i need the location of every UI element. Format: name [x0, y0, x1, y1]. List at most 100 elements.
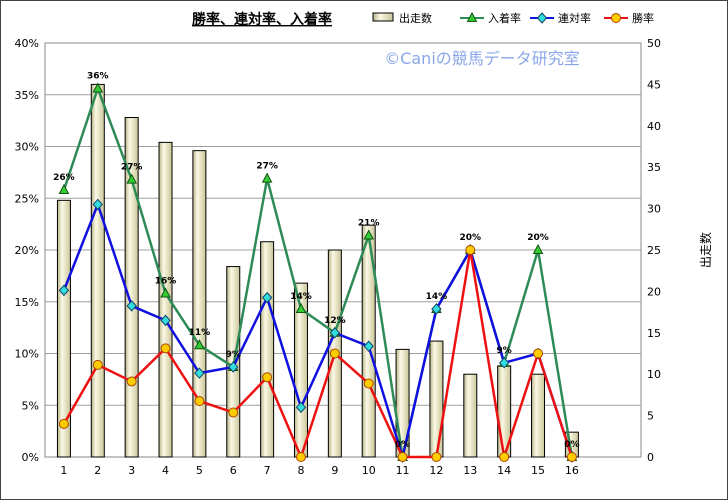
data-label: 27%	[121, 163, 143, 173]
x-tick-label: 10	[362, 464, 376, 477]
y-right-tick-label: 30	[647, 203, 661, 216]
data-label: 14%	[426, 292, 448, 302]
y-left-tick-label: 40%	[15, 37, 39, 50]
diamond-marker	[363, 340, 374, 353]
data-label: 16%	[155, 276, 177, 286]
legend-label: 入着率	[488, 11, 521, 25]
legend-marker	[466, 11, 478, 22]
bar	[531, 373, 546, 458]
y-right-tick-label: 35	[647, 161, 661, 174]
series-line	[62, 249, 574, 461]
y-right-tick-label: 15	[647, 327, 661, 340]
circle-marker	[431, 452, 442, 462]
legend-label: 連対率	[558, 11, 591, 25]
y-left-tick-label: 30%	[15, 141, 39, 154]
diamond-marker	[228, 361, 239, 373]
legend: 出走数 入着率 連対率 勝率	[372, 11, 654, 25]
circle-marker	[262, 372, 273, 383]
diamond-marker	[431, 303, 442, 315]
data-label: 9%	[497, 346, 512, 356]
circle-marker	[533, 348, 544, 359]
x-tick-label: 11	[396, 464, 410, 477]
data-labels: 26% 36% 27% 16% 11% 9% 27% 14% 12% 21% 0% 14% 20% 9% 2…	[53, 72, 579, 450]
circle-marker	[92, 359, 103, 370]
circle-marker	[58, 418, 69, 429]
y-axis-right-title: 出走数	[698, 232, 713, 268]
triangle-marker	[160, 287, 171, 298]
data-label: 36%	[87, 72, 109, 82]
y-left-tick-label: 5%	[22, 399, 39, 412]
y-left-tick-label: 25%	[15, 192, 39, 205]
diamond-marker	[329, 327, 341, 339]
x-tick-label: 5	[196, 464, 203, 477]
diamond-marker	[160, 314, 171, 327]
y-left-tick-label: 20%	[15, 244, 39, 257]
diamond-marker	[92, 198, 103, 211]
legend-label: 勝率	[632, 11, 654, 25]
triangle-marker	[92, 82, 104, 93]
y-right-tick-label: 0	[647, 451, 654, 464]
diamond-marker	[498, 357, 510, 369]
line-series	[62, 84, 574, 462]
x-tick-label: 15	[531, 464, 545, 477]
x-tick-label: 2	[94, 464, 101, 477]
legend-marker	[611, 13, 621, 23]
bar	[56, 199, 71, 458]
axes: 0%5%10%15%20%25%30%35%40%051015202530354…	[15, 37, 661, 477]
data-label: 26%	[53, 173, 75, 183]
data-label: 0%	[395, 440, 410, 450]
data-label: 12%	[324, 316, 346, 326]
x-tick-label: 8	[297, 464, 304, 477]
bar	[90, 83, 105, 458]
bar	[158, 141, 173, 458]
circle-marker	[160, 343, 171, 354]
circle-marker	[566, 452, 577, 462]
x-tick-label: 16	[565, 464, 579, 477]
grid	[45, 94, 641, 406]
bar	[429, 340, 444, 458]
series-line	[62, 200, 574, 462]
triangle-marker	[126, 173, 137, 184]
x-tick-label: 12	[429, 464, 443, 477]
watermark: ©Caniの競馬データ研究室	[384, 49, 580, 68]
triangle-marker	[58, 183, 70, 194]
y-left-tick-label: 15%	[15, 296, 39, 309]
x-tick-label: 1	[60, 464, 67, 477]
x-tick-label: 3	[128, 464, 135, 477]
triangle-marker	[532, 243, 544, 254]
y-left-tick-label: 10%	[15, 348, 39, 361]
data-label: 0%	[564, 440, 579, 450]
x-tick-label: 4	[162, 464, 169, 477]
x-tick-label: 7	[264, 464, 271, 477]
bar	[260, 241, 275, 458]
triangle-marker	[363, 229, 375, 240]
y-right-tick-label: 40	[647, 120, 661, 133]
circle-marker	[397, 452, 408, 462]
data-label: 9%	[226, 350, 241, 360]
circle-marker	[228, 407, 239, 418]
legend-marker	[536, 12, 548, 24]
diamond-marker	[194, 367, 205, 379]
y-right-tick-label: 25	[647, 244, 661, 257]
y-left-tick-label: 35%	[15, 89, 39, 102]
x-tick-label: 13	[463, 464, 477, 477]
data-label: 20%	[527, 233, 549, 243]
y-right-tick-label: 10	[647, 368, 661, 381]
data-label: 20%	[460, 233, 482, 243]
circle-marker	[295, 452, 306, 462]
triangle-marker	[261, 172, 273, 183]
legend-swatch	[372, 12, 394, 22]
y-right-tick-label: 45	[647, 78, 661, 91]
x-tick-label: 14	[497, 464, 511, 477]
x-tick-label: 9	[331, 464, 338, 477]
y-right-tick-label: 5	[647, 410, 654, 423]
x-tick-label: 6	[230, 464, 237, 477]
diamond-marker	[58, 284, 70, 297]
circle-marker	[363, 378, 374, 389]
circle-marker	[329, 348, 340, 359]
circle-marker	[499, 452, 510, 462]
diamond-marker	[295, 401, 307, 414]
data-label: 21%	[358, 219, 380, 229]
